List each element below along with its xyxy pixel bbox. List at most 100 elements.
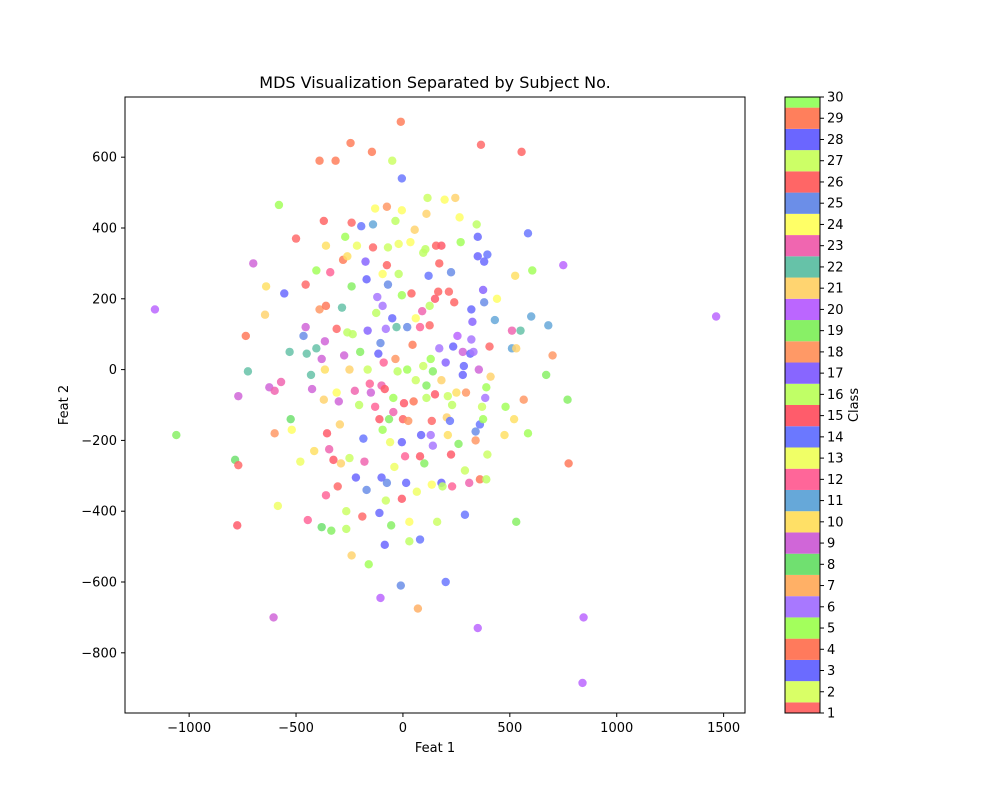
colorbar-tick-label: 23 — [827, 239, 844, 254]
data-point — [358, 512, 367, 521]
colorbar-tick-label: 6 — [827, 600, 835, 615]
data-point — [331, 156, 340, 165]
data-point — [475, 475, 485, 484]
data-point — [241, 331, 250, 341]
data-point — [368, 220, 378, 229]
data-point — [403, 322, 412, 332]
data-point — [523, 229, 533, 238]
data-point — [370, 204, 380, 213]
x-tick-label: 0 — [399, 721, 407, 736]
data-point — [388, 314, 397, 323]
data-point — [527, 312, 536, 321]
data-point — [397, 291, 407, 300]
data-point — [355, 347, 365, 357]
colorbar-tick-label: 7 — [827, 579, 835, 594]
data-point — [468, 317, 477, 327]
data-point — [361, 257, 370, 266]
data-point — [319, 395, 329, 404]
colorbar-segment — [785, 341, 820, 363]
y-tick-label: 600 — [92, 151, 117, 166]
data-point — [397, 174, 407, 183]
colorbar-tick-label: 30 — [827, 91, 844, 106]
data-point — [346, 138, 355, 148]
data-point — [425, 301, 434, 311]
data-point — [320, 365, 330, 374]
colorbar-tick-label: 14 — [827, 430, 844, 445]
data-point — [541, 370, 551, 380]
data-point — [337, 303, 347, 312]
data-point — [373, 292, 382, 302]
colorbar-tick-label: 26 — [827, 175, 844, 190]
colorbar-segment — [785, 638, 820, 660]
data-point — [345, 365, 354, 374]
colorbar-tick-label: 12 — [827, 473, 844, 488]
data-point — [234, 391, 243, 401]
data-point — [364, 560, 373, 569]
data-point — [415, 452, 425, 461]
data-point — [375, 414, 384, 424]
data-point — [384, 414, 394, 424]
data-point — [312, 266, 321, 275]
data-point — [386, 521, 396, 530]
data-point — [321, 491, 331, 500]
colorbar-segment — [785, 171, 820, 193]
data-point — [563, 395, 572, 404]
data-point — [479, 298, 489, 307]
data-point — [492, 294, 502, 303]
data-point — [483, 450, 492, 459]
data-point — [472, 220, 481, 229]
colorbar-segment — [785, 192, 820, 214]
colorbar-segment — [785, 596, 820, 618]
data-point — [441, 358, 450, 367]
data-point — [233, 521, 242, 530]
data-point — [372, 308, 381, 318]
data-point — [507, 326, 517, 335]
data-point — [711, 312, 721, 321]
data-point — [276, 377, 286, 387]
x-tick-label: −500 — [278, 721, 314, 736]
data-point — [440, 195, 449, 204]
data-point — [332, 388, 341, 397]
data-point — [460, 466, 470, 475]
data-point — [380, 384, 389, 394]
data-point — [435, 259, 444, 268]
data-point — [473, 623, 482, 633]
data-point — [391, 216, 400, 226]
data-point — [393, 367, 402, 376]
data-point — [453, 331, 462, 341]
data-point — [426, 430, 435, 440]
data-point — [362, 275, 371, 284]
data-point — [378, 425, 387, 434]
y-tick-label: −400 — [81, 505, 117, 520]
data-point — [579, 613, 588, 622]
data-point — [302, 349, 311, 358]
data-point — [172, 430, 181, 440]
data-point — [467, 335, 476, 344]
data-point — [404, 416, 413, 426]
data-point — [478, 285, 488, 295]
data-point — [150, 305, 160, 314]
data-point — [424, 271, 433, 280]
data-point — [448, 342, 458, 351]
data-point — [362, 485, 371, 495]
data-point — [478, 414, 488, 424]
data-point — [501, 402, 510, 411]
data-point — [285, 347, 294, 357]
data-point — [417, 306, 427, 316]
data-point — [380, 540, 389, 550]
data-point — [321, 301, 331, 311]
data-point — [548, 351, 557, 360]
data-point — [451, 193, 460, 203]
data-point — [523, 429, 533, 438]
data-point — [430, 294, 440, 303]
data-point — [342, 507, 351, 516]
data-point — [422, 209, 431, 219]
data-point — [465, 478, 474, 488]
colorbar-tick-label: 15 — [827, 409, 844, 424]
data-point — [444, 287, 454, 296]
data-point — [421, 245, 430, 254]
data-point — [483, 250, 492, 259]
colorbar-segment — [785, 511, 820, 533]
data-point — [322, 429, 332, 438]
